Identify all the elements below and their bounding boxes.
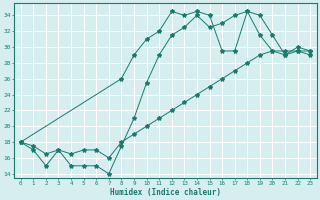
X-axis label: Humidex (Indice chaleur): Humidex (Indice chaleur) [110, 188, 221, 197]
